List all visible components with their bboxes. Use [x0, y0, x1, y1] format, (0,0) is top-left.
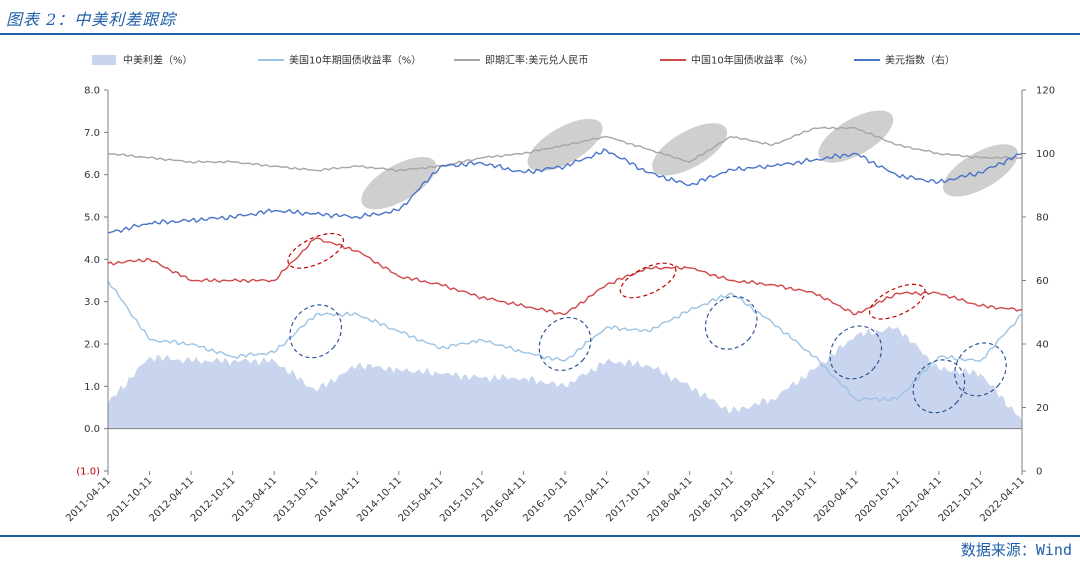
annotation-gray-ellipse	[818, 110, 894, 163]
right-axis-tick-label: 120	[1036, 86, 1055, 97]
left-axis-tick-label: 3.0	[84, 297, 100, 308]
legend-label: 中国10年国债收益率（%）	[691, 54, 813, 67]
right-axis-tick-label: 60	[1036, 276, 1049, 287]
series-line-4	[107, 148, 1023, 234]
annotation-red-dashed-ellipse	[869, 283, 926, 320]
left-axis-tick-label: 5.0	[84, 213, 100, 224]
series-area-spread	[108, 326, 1022, 429]
annotation-gray-ellipse	[942, 144, 1018, 197]
legend-label: 美元指数（右）	[885, 54, 955, 67]
dashed-annotation-layer	[287, 232, 1007, 414]
right-axis-tick-label: 20	[1036, 403, 1049, 414]
right-axis-tick-label: 100	[1036, 149, 1055, 160]
left-axis-tick-label: 6.0	[84, 170, 100, 181]
chart-legend: 中美利差（%） 美国10年期国债收益率（%） 即期汇率:美元兑人民币 中国10年国债收…	[92, 54, 955, 67]
series-lines-layer	[107, 126, 1023, 402]
annotation-blue-dashed-ellipse	[912, 359, 966, 414]
left-axis-tick-label: 7.0	[84, 128, 100, 139]
annotation-blue-dashed-ellipse	[829, 325, 883, 380]
series-line-2	[107, 126, 1023, 173]
annotation-blue-dashed-ellipse	[954, 342, 1007, 397]
series-line-3	[107, 237, 1023, 316]
series-line-1	[107, 280, 1023, 402]
chart-header: 图表 2：中美利差跟踪	[0, 0, 1080, 36]
annotation-gray-ellipse	[652, 123, 728, 176]
chart-title: 图表 2：中美利差跟踪	[6, 10, 177, 29]
chart: 中美利差（%） 美国10年期国债收益率（%） 即期汇率:美元兑人民币 中国10年国债收…	[64, 54, 1055, 525]
right-axis-tick-label: 40	[1036, 340, 1049, 351]
legend-label: 美国10年期国债收益率（%）	[289, 54, 421, 67]
right-axis-tick-label: 80	[1036, 213, 1049, 224]
legend-label: 中美利差（%）	[123, 54, 193, 67]
legend-swatch-spread	[92, 55, 116, 65]
legend-label: 即期汇率:美元兑人民币	[485, 54, 588, 67]
left-axis-tick-label: 1.0	[84, 382, 100, 393]
gray-annotation-layer	[361, 110, 1018, 210]
left-axis-tick-label: 4.0	[84, 255, 100, 266]
right-axis-tick-label: 0	[1036, 467, 1042, 478]
source-label: 数据来源：Wind	[960, 541, 1072, 559]
x-axis-tick-label: 2022-04-11	[978, 475, 1027, 524]
annotation-red-dashed-ellipse	[619, 262, 677, 299]
left-axis-tick-label: 0.0	[84, 424, 100, 435]
annotation-gray-ellipse	[361, 156, 437, 210]
annotation-blue-dashed-ellipse	[289, 304, 343, 359]
left-axis-tick-label: (1.0)	[76, 467, 100, 478]
bottom-rule	[0, 535, 1080, 537]
left-axis-tick-label: 2.0	[84, 340, 100, 351]
annotation-red-dashed-ellipse	[287, 232, 345, 269]
left-axis-tick-label: 8.0	[84, 86, 100, 97]
spread-area-layer	[108, 326, 1022, 429]
annotation-blue-dashed-ellipse	[704, 295, 758, 350]
annotation-blue-dashed-ellipse	[538, 316, 592, 372]
top-rule	[0, 33, 1080, 35]
